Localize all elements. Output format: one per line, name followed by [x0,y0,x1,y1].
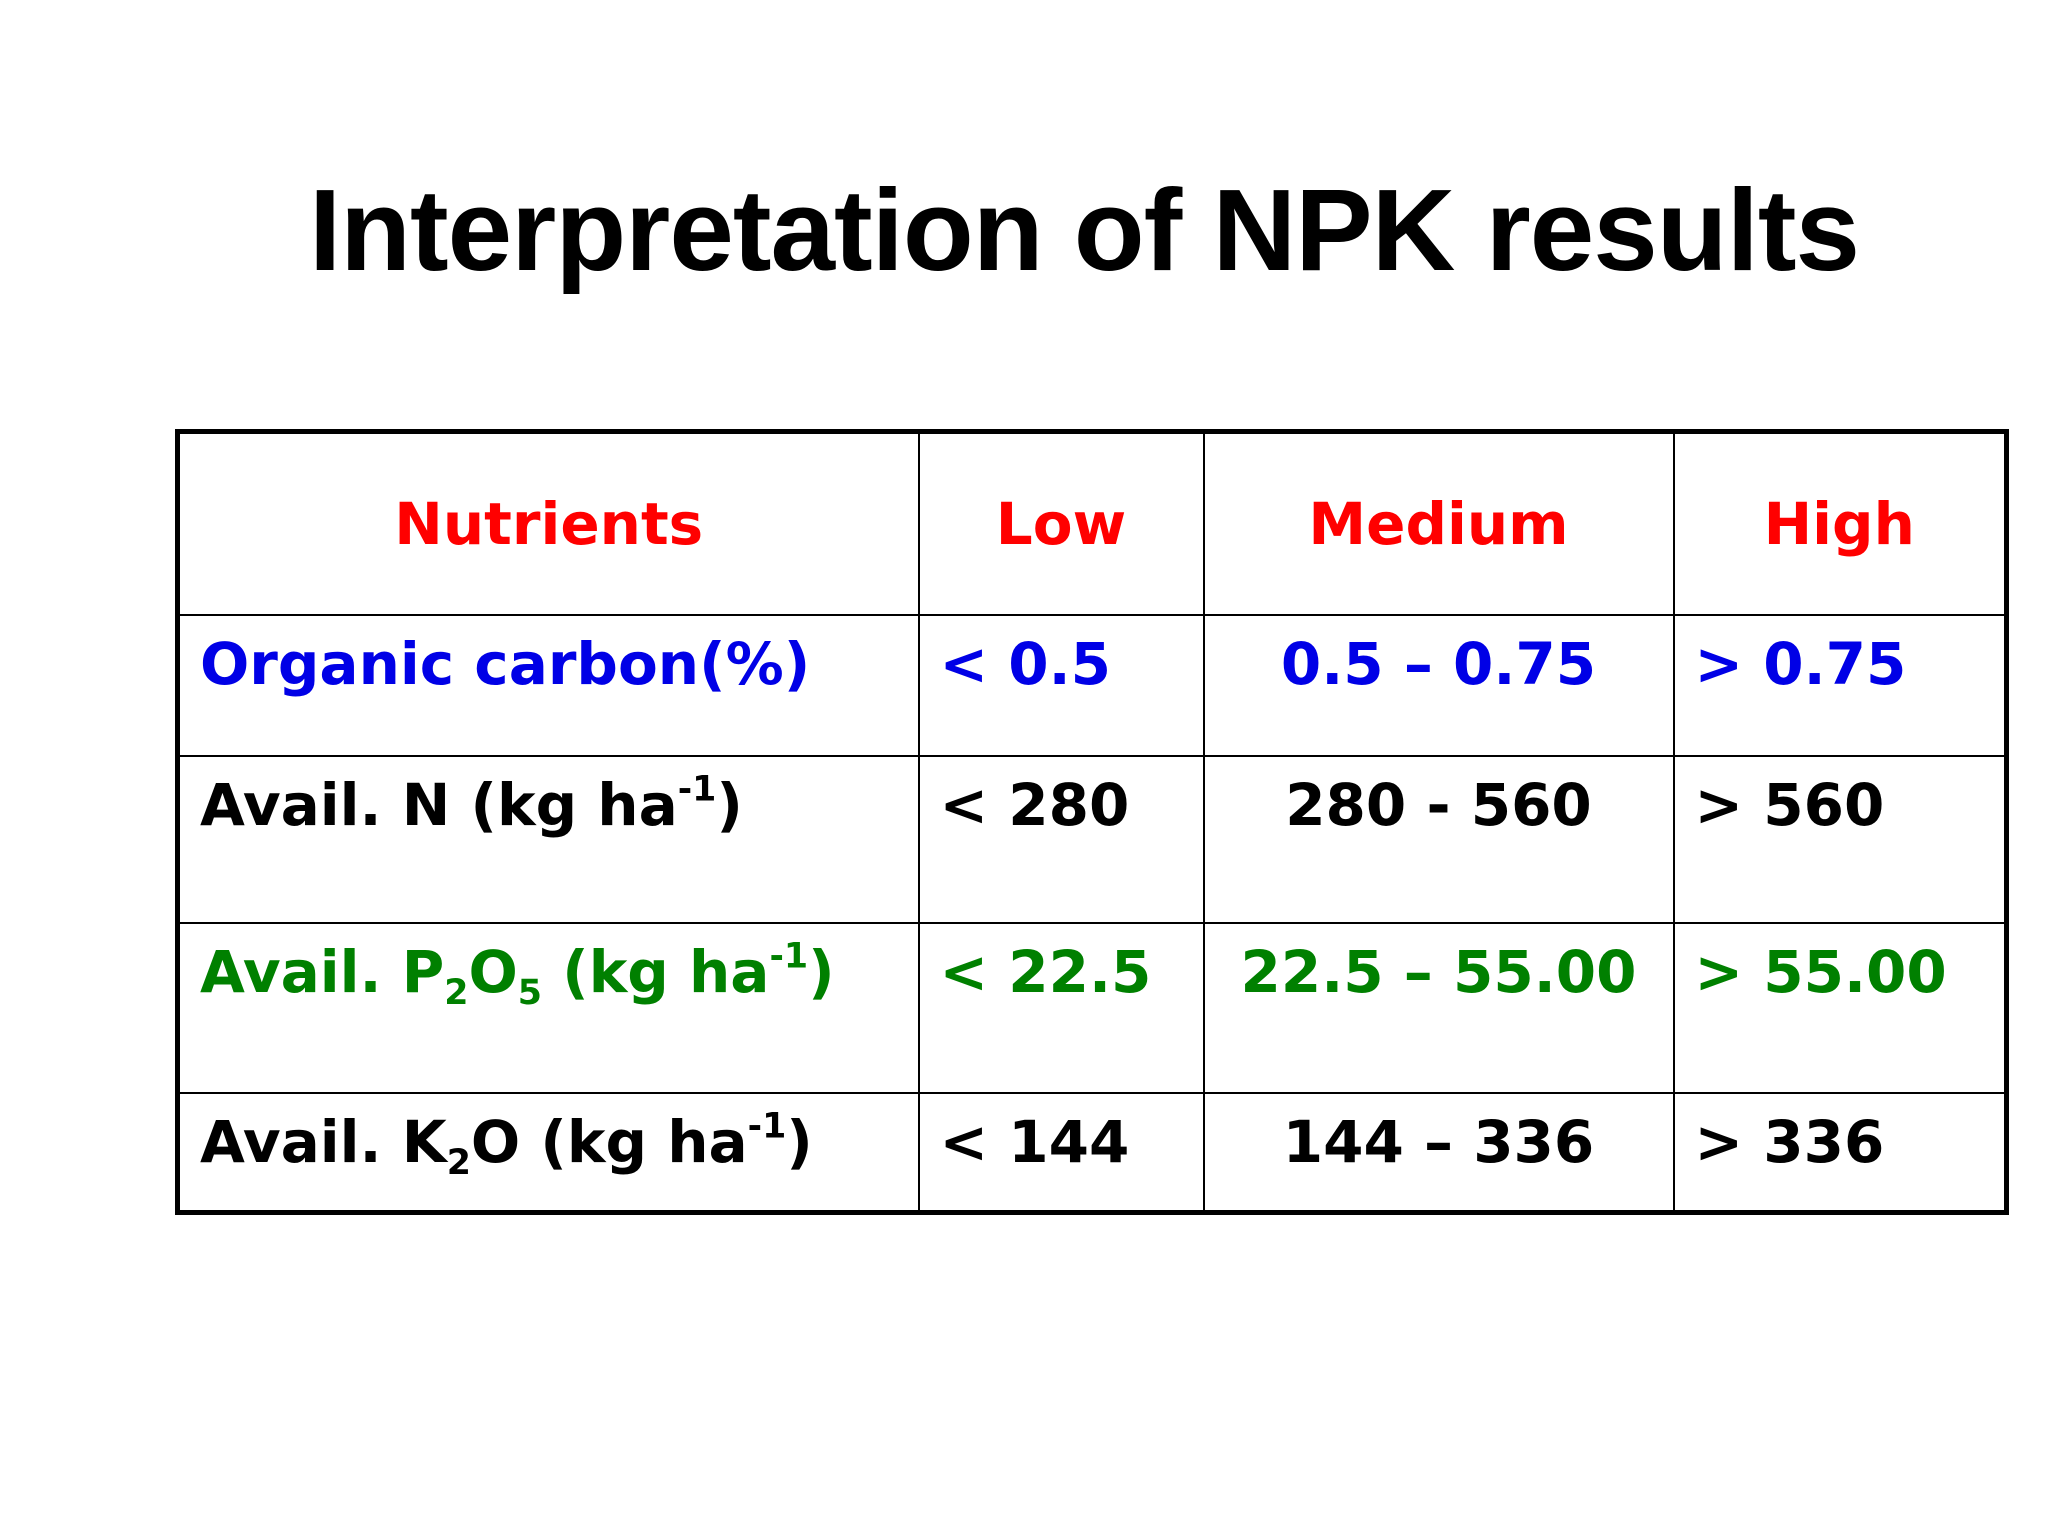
phosphorus-high: > 55.00 [1672,922,2008,1094]
phosphorus-label-sup: -1 [769,936,809,977]
potassium-label-sup: -1 [747,1106,787,1147]
header-high: High [1672,430,2008,616]
organic-carbon-medium: 0.5 – 0.75 [1202,614,1675,757]
potassium-label-close: ) [786,1108,813,1176]
nitrogen-medium: 280 - 560 [1202,755,1675,924]
nitrogen-high: > 560 [1672,755,2008,924]
phosphorus-label-close: ) [808,938,835,1006]
potassium-label-unit: O (kg ha [470,1108,748,1176]
header-low: Low [917,430,1205,616]
table-header-row: Nutrients Low Medium High [176,430,2008,616]
phosphorus-low: < 22.5 [917,922,1205,1094]
phosphorus-label-sub2: 5 [517,973,543,1014]
potassium-high: > 336 [1672,1092,2008,1214]
potassium-low: < 144 [917,1092,1205,1214]
organic-carbon-high: > 0.75 [1672,614,2008,757]
phosphorus-label-o: O [468,938,518,1006]
nutrient-label-phosphorus: Avail. P2O5 (kg ha-1) [176,922,920,1094]
nutrient-label-nitrogen: Avail. N (kg ha-1) [176,755,920,924]
phosphorus-label-sub1: 2 [444,973,469,1014]
nitrogen-label-text: Avail. N (kg ha [200,771,678,839]
potassium-label-text: Avail. K [200,1108,447,1176]
table-row-organic-carbon: Organic carbon(%) < 0.5 0.5 – 0.75 > 0.7… [176,614,2008,757]
table-row-potassium: Avail. K2O (kg ha-1) < 144 144 – 336 > 3… [176,1092,2008,1214]
header-nutrients: Nutrients [176,430,920,616]
table-row-nitrogen: Avail. N (kg ha-1) < 280 280 - 560 > 560 [176,755,2008,924]
nutrient-label-organic-carbon: Organic carbon(%) [176,614,920,757]
phosphorus-label-unit: (kg ha [542,938,770,1006]
npk-interpretation-table: Nutrients Low Medium High Organic carbon… [175,429,2009,1215]
potassium-medium: 144 – 336 [1202,1092,1675,1214]
slide-title: Interpretation of NPK results [308,165,1860,295]
organic-carbon-low: < 0.5 [917,614,1205,757]
nitrogen-label-close: ) [716,771,743,839]
nitrogen-label-sup: -1 [677,769,717,810]
nitrogen-low: < 280 [917,755,1205,924]
potassium-label-sub: 2 [446,1143,471,1184]
table-row-phosphorus: Avail. P2O5 (kg ha-1) < 22.5 22.5 – 55.0… [176,922,2008,1094]
nutrient-label-potassium: Avail. K2O (kg ha-1) [176,1092,920,1214]
phosphorus-medium: 22.5 – 55.00 [1202,922,1675,1094]
phosphorus-label-text: Avail. P [200,938,445,1006]
header-medium: Medium [1202,430,1675,616]
